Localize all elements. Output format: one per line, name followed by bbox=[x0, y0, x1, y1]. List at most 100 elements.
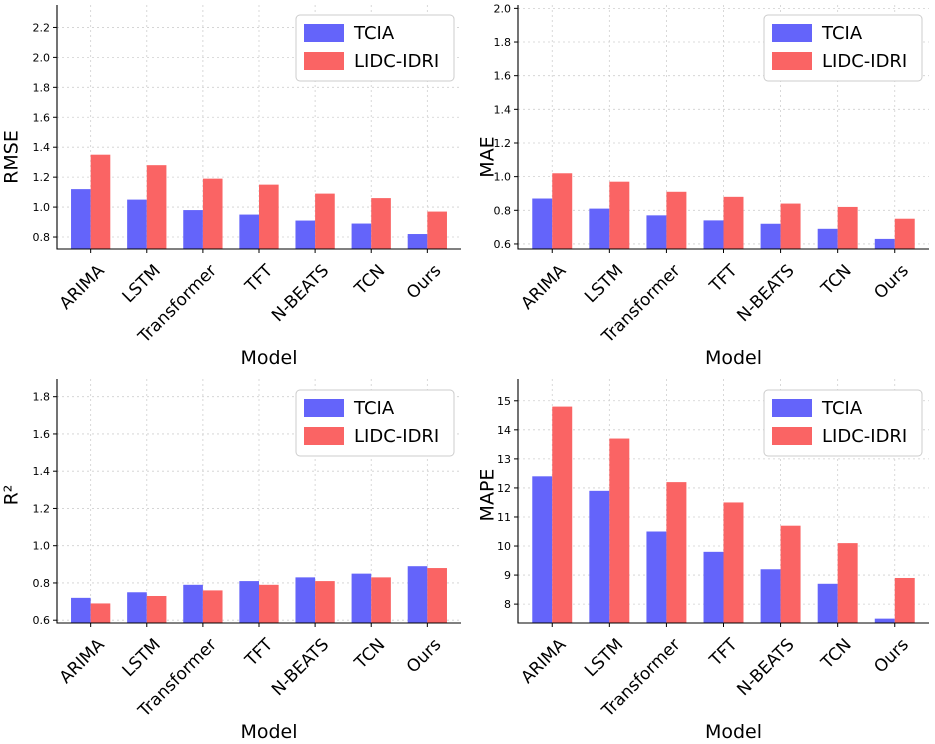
y-axis-label: MAPE bbox=[477, 469, 499, 522]
bar-lidc-idri-lstm bbox=[609, 438, 630, 623]
legend-swatch-tcia bbox=[772, 24, 812, 42]
y-tick-label: 0.8 bbox=[494, 204, 512, 217]
y-tick-label: 14 bbox=[497, 424, 511, 437]
bar-lidc-idri-ours bbox=[894, 218, 915, 249]
bar-tcia-arima bbox=[532, 476, 553, 623]
x-tick-label: TFT bbox=[241, 634, 278, 671]
bar-lidc-idri-n-beats bbox=[780, 203, 801, 249]
legend-swatch-tcia bbox=[304, 399, 344, 417]
x-axis-label: Model bbox=[240, 721, 297, 743]
bar-lidc-idri-ours bbox=[427, 211, 447, 249]
y-tick-label: 11 bbox=[497, 511, 511, 524]
y-tick-label: 10 bbox=[497, 540, 511, 553]
x-tick-label: TCN bbox=[817, 635, 856, 674]
x-tick-label: ARIMA bbox=[517, 261, 570, 314]
bar-tcia-lstm bbox=[127, 592, 147, 623]
bar-tcia-lstm bbox=[589, 490, 610, 623]
bar-tcia-n-beats bbox=[295, 220, 316, 249]
y-tick-label: 1.0 bbox=[494, 171, 512, 184]
bar-lidc-idri-tft bbox=[723, 502, 744, 623]
bar-lidc-idri-transformer bbox=[202, 590, 223, 623]
y-tick-label: 1.8 bbox=[494, 36, 512, 49]
bar-tcia-tft bbox=[239, 214, 259, 249]
y-tick-label: 1.6 bbox=[33, 428, 51, 441]
y-axis-label: RMSE bbox=[1, 130, 23, 184]
y-tick-label: 2.0 bbox=[33, 51, 51, 64]
bar-lidc-idri-tcn bbox=[371, 577, 391, 623]
bar-lidc-idri-arima bbox=[90, 154, 111, 249]
bar-tcia-arima bbox=[71, 189, 91, 249]
y-tick-label: 1.8 bbox=[33, 81, 51, 94]
bar-lidc-idri-tft bbox=[723, 196, 744, 249]
bar-tcia-arima bbox=[532, 198, 553, 249]
bar-tcia-tcn bbox=[351, 223, 372, 249]
legend-swatch-lidc-idri bbox=[304, 52, 344, 70]
x-tick-label: TCN bbox=[350, 635, 389, 674]
bar-tcia-tcn bbox=[817, 583, 838, 623]
x-tick-label: N-BEATS bbox=[733, 261, 798, 326]
x-tick-label: Ours bbox=[403, 635, 446, 678]
y-tick-label: 0.8 bbox=[33, 577, 51, 590]
bar-tcia-tft bbox=[239, 581, 259, 623]
axis-spines bbox=[517, 5, 929, 250]
legend-swatch-lidc-idri bbox=[772, 52, 812, 70]
y-tick-label: 9 bbox=[504, 569, 511, 582]
bar-lidc-idri-arima bbox=[552, 406, 573, 623]
axis-spines bbox=[517, 379, 929, 624]
bar-tcia-n-beats bbox=[760, 223, 781, 249]
bar-tcia-ours bbox=[874, 238, 895, 249]
x-tick-label: ARIMA bbox=[56, 635, 109, 688]
legend: TCIA LIDC-IDRI bbox=[763, 389, 923, 457]
x-axis-label: Model bbox=[705, 721, 762, 743]
bar-tcia-transformer bbox=[183, 210, 203, 249]
x-tick-label: Ours bbox=[403, 261, 446, 304]
bar-lidc-idri-ours bbox=[894, 577, 915, 623]
x-tick-label: TFT bbox=[705, 260, 742, 297]
bar-lidc-idri-tcn bbox=[837, 543, 858, 623]
legend-label: TCIA bbox=[821, 398, 863, 419]
y-axis-label: MAE bbox=[477, 136, 499, 177]
bar-lidc-idri-transformer bbox=[666, 482, 687, 623]
x-tick-label: ARIMA bbox=[56, 261, 109, 314]
bar-tcia-tft bbox=[703, 551, 724, 623]
x-tick-label: Ours bbox=[870, 261, 913, 304]
bar-tcia-arima bbox=[71, 597, 91, 623]
legend: TCIA LIDC-IDRI bbox=[763, 14, 923, 82]
legend: TCIA LIDC-IDRI bbox=[295, 389, 455, 457]
x-tick-label: TCN bbox=[350, 261, 389, 300]
bar-tcia-transformer bbox=[646, 215, 667, 249]
y-tick-label: 0.6 bbox=[494, 238, 512, 251]
x-tick-label: N-BEATS bbox=[268, 261, 333, 326]
x-tick-label: TFT bbox=[705, 634, 742, 671]
bar-lidc-idri-tft bbox=[259, 184, 279, 249]
y-tick-label: 1.6 bbox=[494, 70, 512, 83]
x-tick-label: Ours bbox=[870, 635, 913, 678]
y-tick-label: 1.4 bbox=[33, 465, 51, 478]
bar-lidc-idri-n-beats bbox=[780, 525, 801, 623]
y-tick-label: 0.8 bbox=[33, 231, 51, 244]
bar-lidc-idri-tcn bbox=[371, 198, 391, 249]
x-axis-label: Model bbox=[705, 347, 762, 369]
bar-tcia-transformer bbox=[183, 584, 203, 623]
bar-tcia-lstm bbox=[589, 208, 610, 249]
bar-tcia-n-beats bbox=[760, 569, 781, 623]
x-tick-label: LSTM bbox=[581, 261, 627, 307]
bar-lidc-idri-tcn bbox=[837, 206, 858, 249]
bar-tcia-tcn bbox=[817, 228, 838, 249]
bar-lidc-idri-tft bbox=[259, 584, 279, 623]
axis-spines bbox=[56, 379, 461, 624]
x-axis-label: Model bbox=[240, 347, 297, 369]
legend: TCIA LIDC-IDRI bbox=[295, 14, 455, 82]
bar-tcia-ours bbox=[407, 234, 428, 249]
bar-lidc-idri-transformer bbox=[202, 178, 223, 249]
bar-tcia-n-beats bbox=[295, 577, 316, 623]
y-tick-label: 1.2 bbox=[494, 137, 512, 150]
bar-lidc-idri-n-beats bbox=[315, 193, 335, 249]
bar-lidc-idri-arima bbox=[90, 603, 111, 623]
y-axis-label: R² bbox=[1, 485, 23, 506]
y-tick-label: 8 bbox=[504, 598, 511, 611]
bar-lidc-idri-n-beats bbox=[315, 581, 335, 623]
bar-tcia-ours bbox=[407, 566, 428, 623]
